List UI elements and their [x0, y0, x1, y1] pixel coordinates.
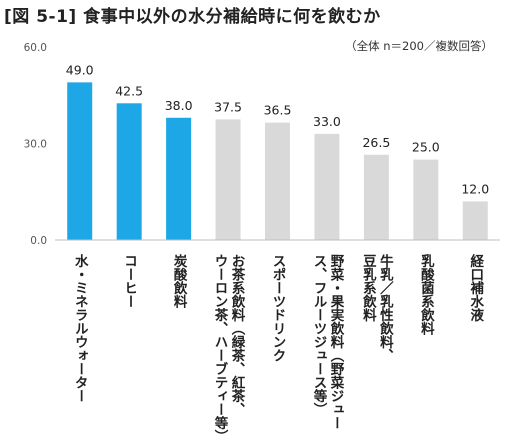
category-label: 炭酸飲料	[171, 253, 189, 310]
chart-subtitle: （全体 n＝200／複数回答）	[345, 39, 493, 53]
value-label: 26.5	[362, 135, 390, 150]
bar	[413, 159, 439, 240]
value-label: 36.5	[264, 103, 292, 118]
bar	[166, 117, 192, 240]
category-label: 経口補水液	[467, 253, 485, 323]
value-label: 37.5	[214, 99, 242, 114]
bar	[462, 201, 488, 240]
bar	[265, 122, 290, 240]
bar	[67, 82, 93, 240]
value-label: 33.0	[313, 114, 341, 129]
value-label: 42.5	[115, 83, 143, 98]
category-labels: 水・ミネラルウォーター コーヒー 炭酸飲料 お茶系飲料（緑茶、紅茶、ウーロン茶、ハーブ…	[72, 253, 485, 443]
value-label: 25.0	[412, 140, 440, 155]
category-label: 牛乳／乳性飲料、	[377, 253, 395, 362]
bar	[116, 103, 142, 241]
value-label: 12.0	[461, 181, 489, 196]
value-label: 49.0	[66, 62, 94, 77]
bar	[215, 119, 241, 240]
y-tick-label: 30.0	[24, 139, 47, 151]
category-label: スポーツドリンク	[270, 254, 287, 362]
category-label: お茶系飲料（緑茶、紅茶、	[229, 254, 247, 416]
bar	[314, 133, 340, 240]
y-tick-label: 0.0	[30, 235, 47, 247]
category-label: 乳酸菌系飲料	[418, 253, 436, 337]
bar	[363, 154, 389, 240]
value-label: 38.0	[165, 98, 193, 113]
chart-title: [図 5-1] 食事中以外の水分補給時に何を飲むか	[4, 7, 381, 27]
value-labels: 49.0 42.5 38.0 37.5 36.5 33.0 26.5 25.0 12.0	[66, 62, 489, 196]
category-label: ス、フルーツジュース等）	[310, 254, 328, 416]
y-axis: 0.0 30.0 60.0	[24, 42, 47, 247]
category-label: 野菜・果実飲料（野菜ジュー	[327, 254, 345, 430]
y-tick-label: 60.0	[24, 42, 47, 54]
bars	[67, 82, 488, 241]
category-label: 水・ミネラルウォーター	[72, 253, 89, 403]
category-label: 豆乳系飲料	[360, 254, 378, 323]
category-label: コーヒー	[121, 254, 137, 308]
category-label: ウーロン茶、ハーブティー等）	[212, 254, 230, 443]
